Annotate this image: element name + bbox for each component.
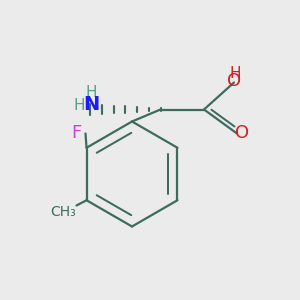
Text: N: N [83, 95, 100, 115]
Text: H: H [74, 98, 85, 112]
Text: H: H [230, 66, 241, 81]
Text: H: H [86, 85, 97, 100]
Text: O: O [235, 124, 250, 142]
Text: O: O [227, 72, 241, 90]
Text: CH₃: CH₃ [50, 205, 76, 218]
Text: F: F [71, 124, 82, 142]
